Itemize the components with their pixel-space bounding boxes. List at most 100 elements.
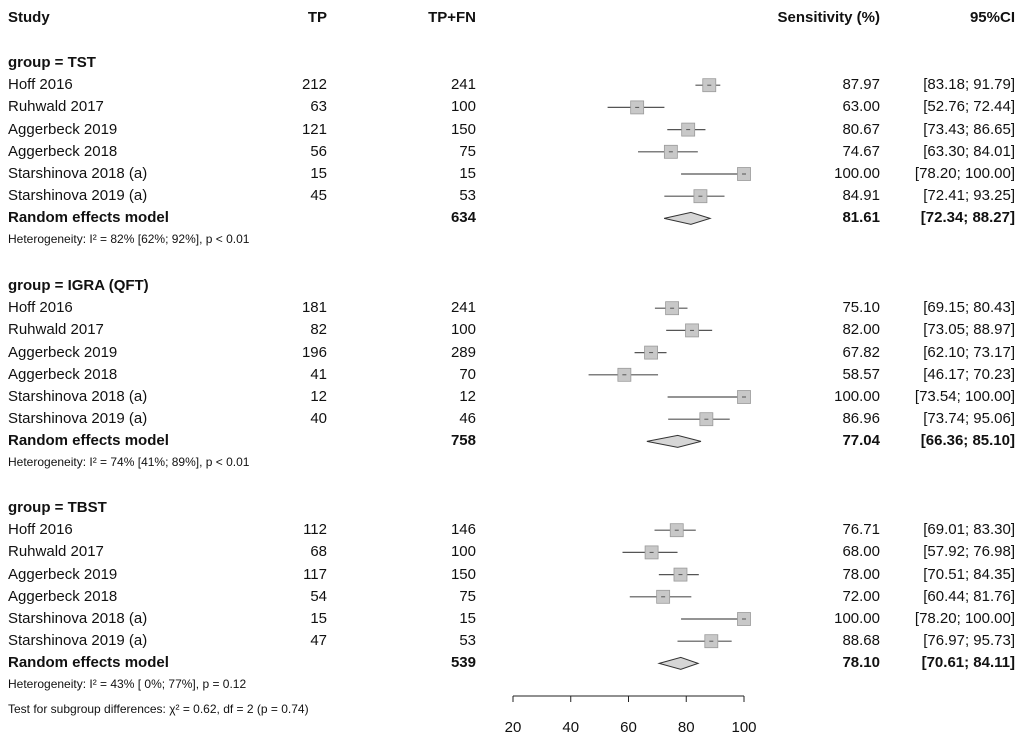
study-name: Starshinova 2019 (a) xyxy=(8,410,148,428)
study-sensitivity: 78.00 xyxy=(842,565,880,583)
study-name: Starshinova 2018 (a) xyxy=(8,388,148,405)
study-ci: [73.54; 100.00] xyxy=(914,388,1015,405)
study-sensitivity: 100.00 xyxy=(834,388,880,405)
study-tp: 41 xyxy=(310,365,327,383)
study-name: Starshinova 2018 (a) xyxy=(8,165,148,182)
study-ci: [83.18; 91.79] xyxy=(923,76,1015,94)
study-tp: 47 xyxy=(310,632,327,650)
study-name: Starshinova 2018 (a) xyxy=(8,610,148,627)
model-total: 758 xyxy=(450,432,476,450)
study-sensitivity: 63.00 xyxy=(842,98,880,116)
study-sensitivity: 87.97 xyxy=(842,76,880,94)
study-name: Ruhwald 2017 xyxy=(8,321,104,339)
study-ci: [70.51; 84.35] xyxy=(923,565,1015,583)
header-study: Study xyxy=(8,9,50,26)
header-tpfn: TP+FN xyxy=(428,9,476,26)
study-tpfn: 70 xyxy=(459,365,476,383)
study-tp: 117 xyxy=(303,565,327,583)
study-sensitivity: 58.57 xyxy=(842,365,880,383)
study-sensitivity: 100.00 xyxy=(834,610,880,627)
summary-diamond xyxy=(657,656,700,670)
study-ci: [72.41; 93.25] xyxy=(923,187,1015,205)
study-tp: 121 xyxy=(301,120,327,138)
study-tpfn: 12 xyxy=(459,388,476,405)
header-ci: 95%CI xyxy=(969,9,1015,26)
study-tpfn: 100 xyxy=(450,321,476,339)
study-tp: 181 xyxy=(301,299,327,317)
model-ci: [72.34; 88.27] xyxy=(920,209,1015,227)
x-tick-label: 20 xyxy=(505,719,522,736)
study-name: Aggerbeck 2018 xyxy=(8,142,118,160)
study-ci: [73.05; 88.97] xyxy=(923,321,1015,339)
study-sensitivity: 75.10 xyxy=(842,299,880,317)
study-name: Hoff 2016 xyxy=(8,76,73,94)
study-name: Hoff 2016 xyxy=(8,299,73,317)
study-tpfn: 15 xyxy=(459,610,476,627)
model-ci: [66.36; 85.10] xyxy=(920,432,1015,450)
study-name: Aggerbeck 2019 xyxy=(8,343,118,361)
study-sensitivity: 68.00 xyxy=(842,543,880,561)
study-name: Starshinova 2019 (a) xyxy=(8,187,148,205)
study-tp: 68 xyxy=(310,543,327,561)
model-sensitivity: 81.61 xyxy=(842,209,880,227)
study-sensitivity: 82.00 xyxy=(842,321,880,339)
model-total: 634 xyxy=(450,209,476,227)
study-tpfn: 241 xyxy=(450,76,476,94)
study-sensitivity: 67.82 xyxy=(842,343,880,361)
model-label: Random effects model xyxy=(8,654,169,672)
study-tp: 54 xyxy=(310,587,327,605)
study-name: Ruhwald 2017 xyxy=(8,98,104,116)
study-tp: 15 xyxy=(310,610,327,627)
study-tp: 40 xyxy=(310,410,327,428)
study-tp: 63 xyxy=(310,98,327,116)
study-tpfn: 241 xyxy=(450,299,476,317)
study-tp: 212 xyxy=(301,76,327,94)
study-sensitivity: 100.00 xyxy=(834,165,880,182)
study-ci: [78.20; 100.00] xyxy=(914,610,1015,627)
study-name: Aggerbeck 2018 xyxy=(8,587,118,605)
x-tick-label: 60 xyxy=(620,719,637,736)
group-label: group = TST xyxy=(8,54,96,71)
summary-diamond xyxy=(664,211,712,225)
study-ci: [62.10; 73.17] xyxy=(923,343,1015,361)
header-tp: TP xyxy=(307,9,327,26)
heterogeneity-text: Heterogeneity: I² = 43% [ 0%; 77%], p = … xyxy=(8,676,247,691)
x-tick-label: 40 xyxy=(562,719,579,736)
study-tpfn: 150 xyxy=(450,120,476,138)
study-tp: 82 xyxy=(310,321,327,339)
model-label: Random effects model xyxy=(8,209,169,227)
study-ci: [60.44; 81.76] xyxy=(923,587,1015,605)
study-ci: [63.30; 84.01] xyxy=(923,142,1015,160)
x-tick-label: 100 xyxy=(731,719,756,736)
model-sensitivity: 77.04 xyxy=(842,432,880,450)
study-name: Starshinova 2019 (a) xyxy=(8,632,148,650)
study-name: Hoff 2016 xyxy=(8,521,73,539)
study-name: Aggerbeck 2019 xyxy=(8,565,118,583)
study-sensitivity: 84.91 xyxy=(842,187,880,205)
model-ci: [70.61; 84.11] xyxy=(921,654,1015,672)
study-sensitivity: 80.67 xyxy=(842,120,880,138)
study-tp: 112 xyxy=(303,521,327,539)
group-label: group = IGRA (QFT) xyxy=(8,277,149,294)
study-tpfn: 100 xyxy=(450,98,476,116)
study-tp: 196 xyxy=(301,343,327,361)
study-tpfn: 289 xyxy=(450,343,476,361)
study-tp: 15 xyxy=(310,165,327,182)
study-ci: [69.01; 83.30] xyxy=(923,521,1015,539)
study-ci: [76.97; 95.73] xyxy=(923,632,1015,650)
study-ci: [73.74; 95.06] xyxy=(923,410,1015,428)
study-name: Aggerbeck 2019 xyxy=(8,120,118,138)
study-ci: [78.20; 100.00] xyxy=(914,165,1015,182)
study-tp: 12 xyxy=(310,388,327,405)
study-tpfn: 53 xyxy=(459,632,476,650)
study-tp: 56 xyxy=(310,142,327,160)
heterogeneity-text: Heterogeneity: I² = 74% [41%; 89%], p < … xyxy=(8,454,250,469)
study-sensitivity: 76.71 xyxy=(842,521,880,539)
study-ci: [46.17; 70.23] xyxy=(923,365,1015,383)
heterogeneity-text: Heterogeneity: I² = 82% [62%; 92%], p < … xyxy=(8,231,250,246)
study-tpfn: 15 xyxy=(459,165,476,182)
study-tpfn: 75 xyxy=(459,142,476,160)
model-total: 539 xyxy=(450,654,476,672)
study-tpfn: 146 xyxy=(450,521,476,539)
